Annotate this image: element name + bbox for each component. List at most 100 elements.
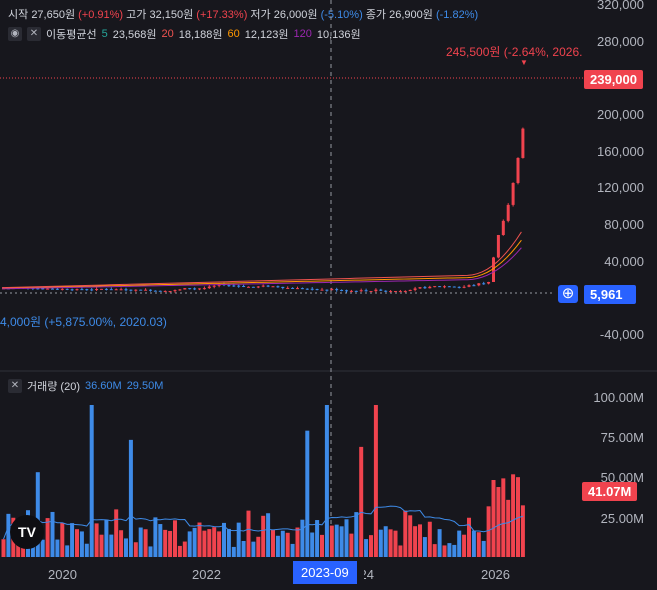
candle-body [178, 289, 182, 291]
ma-label: 이동평균선 [46, 29, 97, 41]
volume-bar [114, 509, 119, 557]
volume-series [1, 405, 525, 557]
price-tick: 80,000 [604, 217, 644, 232]
volume-bar [476, 532, 481, 557]
volume-bar [207, 529, 212, 557]
volume-tick: 100.00M [593, 390, 644, 405]
candle-body [144, 289, 148, 291]
volume-bar [471, 530, 476, 557]
volume-bar [148, 546, 153, 557]
volume-bar [55, 539, 60, 557]
ma60-period: 60 [227, 28, 240, 40]
volume-bar [241, 540, 246, 557]
candle-body [443, 286, 446, 288]
candle-body [232, 285, 236, 287]
volume-bar [393, 530, 398, 557]
ma60-value: 12,123원 [244, 29, 289, 41]
candle-body [389, 291, 393, 293]
volume-bar [226, 528, 231, 557]
volume-bar [16, 539, 21, 557]
candle-body [149, 289, 152, 291]
volume-bar [427, 521, 432, 557]
tradingview-logo[interactable]: TV [10, 515, 44, 549]
time-tick: 2024 [364, 567, 374, 582]
volume-bar [422, 537, 427, 557]
candle-body [433, 286, 437, 288]
price-series [2, 127, 525, 293]
candle-body [394, 291, 397, 293]
candle-body [438, 286, 442, 288]
volume-label: 거래량 (20) [27, 381, 80, 393]
candle-body [227, 285, 231, 287]
volume-bar [231, 546, 236, 557]
close-icon[interactable]: ✕ [8, 379, 22, 393]
ma5-value: 23,568원 [112, 29, 157, 41]
volume-bar [60, 522, 65, 557]
volume-legend: ✕ 거래량 (20) 36.60M 29.50M [8, 378, 163, 394]
volume-bar [271, 529, 275, 557]
ma5-period: 5 [101, 28, 108, 40]
candle-body [335, 289, 339, 291]
candle-body [266, 285, 270, 287]
ma120-period: 120 [293, 28, 312, 40]
volume-bar [256, 536, 261, 557]
high-value: 32,150원 [149, 9, 194, 21]
close-icon[interactable]: ✕ [27, 27, 41, 41]
ma-lines [1, 231, 522, 290]
close-change: (-1.82%) [435, 9, 479, 21]
candle-body [124, 289, 128, 291]
volume-bar [457, 530, 462, 557]
volume-bar [45, 518, 50, 557]
volume-bar [168, 530, 173, 557]
ma20-value: 18,188원 [178, 29, 223, 41]
volume-bar [192, 527, 197, 557]
volume-bar [6, 513, 11, 557]
candle-body [242, 285, 246, 287]
candle-body [516, 157, 520, 183]
volume-bar [364, 539, 369, 557]
candle-body [296, 288, 299, 290]
candle-body [418, 287, 422, 289]
candle-body [183, 288, 187, 290]
volume-bar [501, 478, 506, 557]
candle-body [158, 290, 162, 292]
volume-ma-line [3, 505, 524, 540]
high-label: 고가 [126, 9, 147, 21]
price-tick: 320,000 [597, 0, 644, 12]
volume-bar [339, 526, 344, 557]
candle-body [374, 289, 378, 292]
volume-bar [511, 474, 516, 557]
volume-bar [329, 525, 334, 557]
add-alert-button[interactable]: ⊕ [558, 285, 578, 303]
candle-body [423, 287, 427, 289]
volume-bar [491, 480, 496, 557]
volume-bar [119, 530, 124, 557]
candle-body [349, 290, 353, 292]
price-tick: 40,000 [604, 254, 644, 269]
volume-bar [359, 446, 364, 557]
volume-bar [506, 499, 511, 557]
volume-bar [437, 529, 442, 557]
volume-bar [373, 405, 378, 557]
volume-bar [369, 535, 373, 557]
volume-bar [40, 539, 45, 557]
candle-body [286, 287, 290, 289]
candle-body [212, 285, 216, 287]
price-tick: 160,000 [597, 144, 644, 159]
eye-icon[interactable]: ◉ [8, 27, 22, 41]
candle-body [95, 289, 99, 291]
volume-bar [109, 534, 114, 557]
candle-body [506, 204, 510, 221]
volume-bar [344, 519, 349, 557]
candle-body [207, 286, 211, 289]
volume-bar [99, 534, 104, 557]
volume-bar [383, 526, 388, 557]
volume-bar [70, 523, 75, 557]
volume-bar [334, 524, 339, 557]
volume-bar [158, 524, 163, 557]
candle-body [379, 289, 383, 291]
candle-body [134, 289, 138, 291]
candle-body [472, 285, 476, 287]
volume-bar [197, 522, 202, 557]
